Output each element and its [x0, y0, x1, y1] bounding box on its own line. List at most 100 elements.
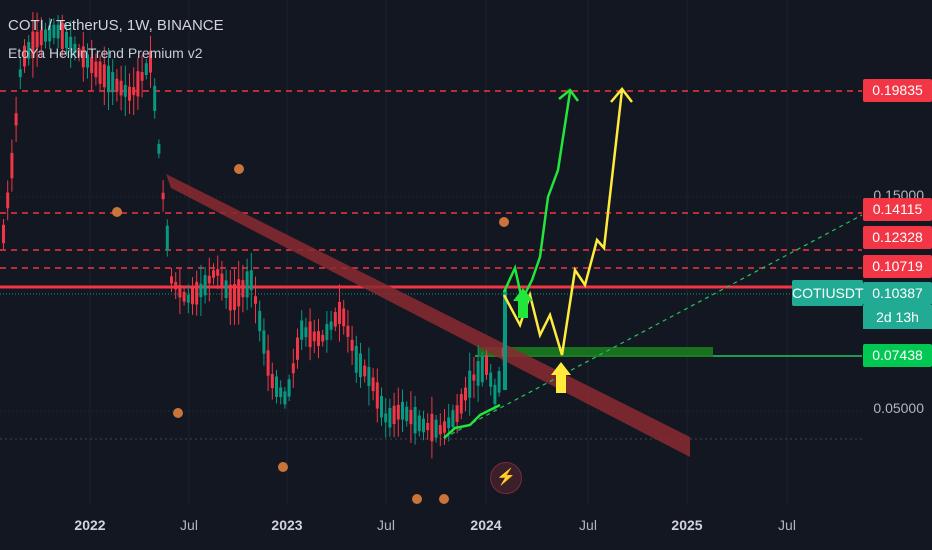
candle	[371, 377, 375, 392]
candle	[102, 64, 106, 88]
candle	[321, 334, 325, 342]
candle	[430, 413, 434, 442]
up-arrow-icon	[551, 362, 571, 393]
candle	[503, 290, 507, 390]
candle	[233, 284, 236, 310]
up-arrow-icon	[513, 288, 533, 318]
candle	[304, 327, 308, 338]
candle	[426, 422, 430, 431]
candle	[56, 24, 60, 39]
candle	[459, 393, 463, 414]
candle	[195, 281, 199, 305]
y-tick: 0.05000	[873, 400, 924, 416]
candle	[65, 31, 68, 49]
candle	[279, 387, 283, 398]
candle	[359, 353, 362, 378]
candle	[333, 312, 337, 327]
candle	[325, 323, 329, 340]
candle	[493, 384, 497, 404]
candle	[165, 225, 169, 251]
candle	[48, 25, 52, 42]
projection-green-head	[558, 88, 580, 102]
price-label-resistance-4: 0.10719	[863, 255, 932, 278]
candle	[149, 50, 152, 73]
candle	[2, 224, 5, 244]
price-label-support: 0.07438	[863, 344, 932, 367]
candle	[417, 415, 421, 432]
candle	[191, 287, 194, 305]
candle	[396, 404, 400, 420]
trend-line-indicator	[443, 403, 501, 439]
chart-title: COTI / TetherUS, 1W, BINANCE	[8, 17, 224, 34]
candle	[266, 350, 270, 376]
candle	[308, 321, 312, 348]
candle	[182, 291, 186, 302]
candle	[401, 401, 404, 420]
candle	[81, 46, 85, 68]
candle	[174, 281, 178, 290]
candle	[132, 87, 136, 96]
candle	[27, 42, 31, 59]
candle	[69, 36, 73, 52]
x-tick: Jul	[377, 517, 395, 533]
candle	[140, 72, 144, 81]
candle	[241, 280, 245, 298]
candle	[254, 296, 257, 304]
candle	[86, 54, 89, 68]
bolt-icon[interactable]: ⚡	[490, 462, 522, 494]
candle	[224, 280, 228, 299]
candle	[317, 331, 320, 346]
candle	[136, 71, 140, 97]
candle	[111, 72, 115, 93]
candle	[6, 192, 10, 209]
pumpkin-event-icon	[439, 494, 449, 504]
pumpkin-event-icon	[173, 408, 183, 418]
candle	[342, 308, 346, 327]
candle	[497, 371, 501, 393]
candle	[98, 61, 102, 84]
candle	[119, 80, 123, 96]
candle	[296, 337, 299, 360]
candle	[472, 374, 476, 381]
price-label-resistance-1: 0.19835	[863, 79, 932, 102]
candle	[434, 419, 438, 438]
x-tick: Jul	[180, 517, 198, 533]
x-tick: 2024	[470, 517, 502, 533]
candle	[153, 85, 157, 111]
candle	[287, 379, 291, 397]
candle	[464, 387, 467, 401]
candle	[438, 424, 442, 435]
candle	[220, 273, 224, 288]
x-tick: Jul	[778, 517, 796, 533]
candle	[350, 339, 354, 351]
candle	[115, 78, 119, 92]
candle	[178, 284, 182, 298]
candle	[237, 279, 241, 307]
candle	[161, 192, 165, 200]
candle	[199, 283, 203, 298]
candle	[90, 57, 94, 74]
x-tick: 2022	[74, 517, 106, 533]
candle	[489, 372, 493, 387]
candle	[367, 367, 371, 387]
candle	[354, 345, 358, 373]
candle	[338, 301, 341, 325]
candle	[283, 391, 287, 405]
candle	[300, 320, 304, 340]
candle	[346, 325, 350, 337]
candle	[312, 331, 316, 342]
candle	[363, 365, 367, 377]
candle	[275, 376, 278, 397]
price-label-current: 0.10387	[863, 282, 932, 305]
candle	[380, 395, 383, 418]
candle	[144, 63, 148, 76]
x-tick: 2023	[271, 517, 303, 533]
candle	[52, 24, 56, 38]
candle	[77, 48, 81, 57]
candle	[123, 84, 127, 97]
indicator-name[interactable]: EtoYa HeikinTrend Premium v2	[8, 45, 203, 61]
candle	[476, 361, 480, 386]
projection-yellow-head	[610, 87, 633, 103]
candle	[409, 409, 413, 425]
